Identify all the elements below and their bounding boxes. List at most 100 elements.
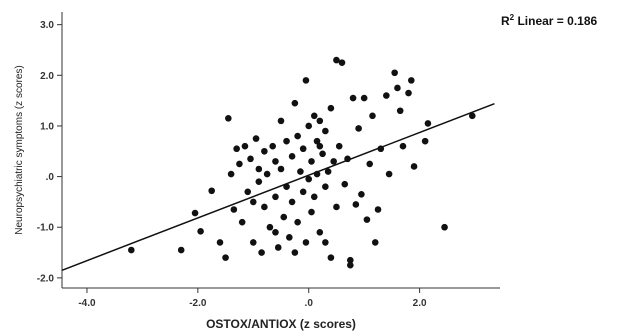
data-point [222, 254, 229, 261]
data-point [261, 203, 268, 211]
data-point [313, 137, 321, 145]
data-point [421, 137, 429, 145]
data-point [236, 160, 243, 168]
data-point [327, 104, 335, 112]
data-point [308, 208, 315, 216]
data-point [128, 246, 135, 254]
data-point [269, 142, 276, 150]
data-point [341, 180, 349, 188]
data-point [241, 142, 249, 150]
data-point [249, 239, 257, 246]
data-point [310, 112, 318, 120]
data-point [360, 94, 368, 102]
data-point [330, 158, 337, 165]
data-point [391, 69, 398, 77]
data-point [374, 206, 382, 213]
y-tick-label: -1.0 [37, 223, 55, 234]
data-point [338, 59, 346, 66]
data-point [280, 213, 288, 221]
data-point [291, 249, 299, 256]
data-point [277, 165, 285, 173]
data-point [333, 56, 340, 64]
data-point [263, 170, 271, 178]
data-point [424, 120, 432, 127]
data-point [291, 99, 299, 107]
data-point [216, 239, 224, 246]
data-point [369, 112, 376, 120]
axis-tick-labels: -2.0 -1.0 .0 1.0 2.0 3.0 -4.0 -2.0 .0 2.0 [37, 20, 427, 309]
r2-superscript: 2 [510, 13, 515, 22]
data-point [399, 142, 407, 150]
data-point [327, 254, 335, 261]
data-point [316, 142, 324, 150]
data-point [255, 178, 263, 185]
data-point [197, 227, 204, 235]
data-point [252, 135, 260, 142]
y-tick-label: .0 [46, 172, 55, 183]
data-point [274, 244, 282, 251]
data-point [208, 187, 215, 195]
x-tick-label: .0 [305, 298, 314, 309]
scatter-points [128, 56, 476, 269]
data-point [347, 261, 354, 269]
data-point [316, 117, 324, 125]
data-point [288, 198, 296, 206]
data-point [249, 198, 257, 206]
data-point [247, 155, 254, 163]
y-tick-label: -2.0 [37, 273, 55, 284]
data-point [349, 94, 357, 102]
data-point [333, 203, 340, 211]
r-squared-annotation: R2 Linear = 0.186 [501, 13, 598, 28]
r2-letter: R [501, 14, 510, 28]
data-point [358, 191, 365, 198]
data-point [302, 77, 310, 84]
data-point [227, 170, 235, 178]
data-point [272, 158, 279, 165]
data-point [288, 153, 296, 160]
data-point [225, 115, 232, 122]
data-point [468, 112, 476, 120]
data-point [177, 246, 185, 254]
data-point [319, 150, 326, 158]
data-point [305, 175, 313, 183]
data-point [396, 107, 404, 115]
data-point [305, 122, 313, 130]
data-point [272, 228, 279, 236]
y-tick-label: 1.0 [40, 121, 54, 132]
data-point [308, 158, 315, 165]
data-point [191, 209, 199, 217]
data-point [299, 188, 307, 196]
fit-line [61, 102, 495, 271]
data-point [441, 223, 448, 231]
data-point [233, 145, 240, 153]
data-point [316, 228, 324, 236]
data-point [310, 193, 318, 201]
data-point [322, 239, 329, 246]
data-point [324, 168, 332, 175]
data-point [283, 137, 290, 145]
data-point [322, 183, 329, 191]
x-tick-label: -4.0 [78, 298, 96, 309]
data-point [347, 256, 354, 264]
data-point [405, 89, 412, 97]
y-tick-label: 3.0 [40, 20, 54, 31]
y-axis-label: Neuropsychiatric symptoms (z scores) [14, 65, 25, 234]
data-point [394, 84, 401, 92]
data-point [238, 218, 246, 226]
data-point [385, 170, 393, 178]
data-point [266, 223, 274, 231]
x-axis-label: OSTOX/ANTIOX (z scores) [206, 317, 356, 331]
data-point [407, 77, 415, 84]
data-point [294, 218, 301, 226]
axis-ticks [57, 24, 421, 293]
data-point [286, 234, 293, 241]
data-point [371, 239, 379, 246]
data-point [261, 147, 268, 155]
data-point [410, 163, 418, 170]
data-point [255, 165, 263, 173]
data-point [335, 142, 343, 150]
data-point [352, 201, 360, 208]
x-tick-label: 2.0 [413, 298, 427, 309]
data-point [355, 125, 362, 132]
data-point [244, 188, 252, 196]
